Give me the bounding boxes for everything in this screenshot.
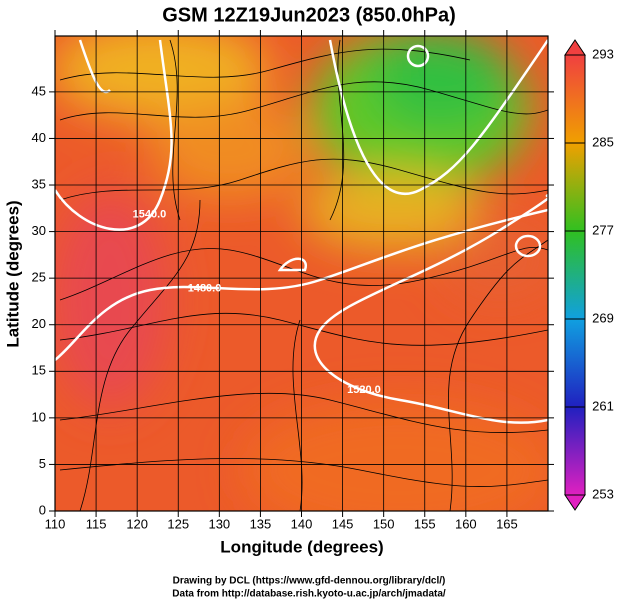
x-tick-label: 155 — [414, 516, 436, 531]
x-tick-label: 135 — [250, 516, 272, 531]
y-tick-label: 30 — [32, 223, 46, 238]
colorbar-extend — [564, 494, 586, 511]
x-tick-label: 115 — [86, 516, 107, 531]
y-tick-label: 10 — [32, 409, 46, 424]
y-tick-label: 5 — [39, 456, 46, 471]
y-tick-label: 45 — [32, 83, 46, 98]
colorbar-scale — [564, 54, 586, 496]
x-tick-label: 140 — [291, 516, 313, 531]
x-tick-label: 145 — [332, 516, 354, 531]
footer-line: Data from http://database.rish.kyoto-u.a… — [172, 589, 446, 600]
contour-label: 1480.0 — [188, 282, 222, 294]
y-tick-label: 35 — [32, 176, 46, 191]
footer-line: Drawing by DCL (https://www.gfd-dennou.o… — [173, 576, 446, 587]
contour-label: 1540.0 — [133, 209, 167, 221]
x-tick-label: 130 — [208, 516, 230, 531]
x-tick-label: 160 — [455, 516, 477, 531]
colorbar-tick-label: 293 — [592, 46, 614, 61]
colorbar-tick-label: 277 — [592, 222, 614, 237]
y-tick-label: 20 — [32, 316, 46, 331]
y-tick-label: 0 — [39, 502, 46, 517]
contours — [55, 39, 548, 424]
x-tick-label: 125 — [167, 516, 189, 531]
colorbar-extend — [564, 39, 586, 56]
contour-label: 1520.0 — [347, 384, 381, 396]
colorbar-tick-label: 261 — [592, 398, 614, 413]
y-axis-label: Latitude (degrees) — [3, 200, 22, 347]
field — [55, 36, 548, 511]
x-tick-label: 165 — [496, 516, 518, 531]
y-tick-label: 40 — [32, 130, 46, 145]
colorbar-tick-label: 269 — [592, 310, 614, 325]
x-tick-label: 120 — [126, 516, 148, 531]
field-shading — [55, 36, 548, 511]
y-tick-label: 15 — [32, 363, 46, 378]
chart-title: GSM 12Z19Jun2023 (850.0hPa) — [162, 4, 455, 26]
x-axis-label: Longitude (degrees) — [220, 537, 383, 556]
colorbar-tick-label: 285 — [592, 134, 614, 149]
y-tick-label: 25 — [32, 270, 46, 285]
x-tick-label: 110 — [45, 516, 66, 531]
x-tick-label: 150 — [373, 516, 395, 531]
colorbar-tick-label: 253 — [592, 486, 614, 501]
colorbar: 253 261 269 277 285 293 — [564, 39, 614, 511]
